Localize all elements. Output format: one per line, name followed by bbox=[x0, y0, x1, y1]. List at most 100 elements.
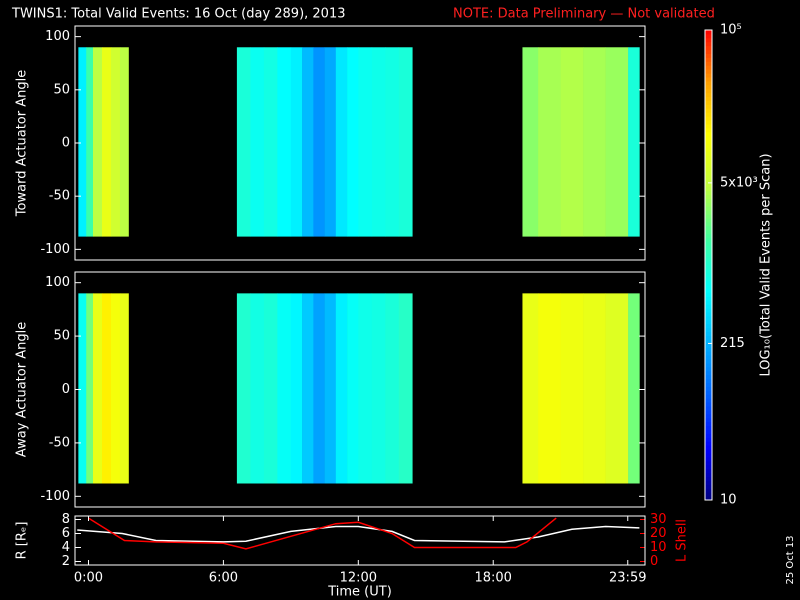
heatmap-cell bbox=[538, 293, 561, 484]
heatmap-cell bbox=[78, 293, 87, 484]
date-stamp: 25 Oct 13 bbox=[785, 535, 796, 584]
colorbar-swatch bbox=[705, 202, 712, 207]
heatmap-cell bbox=[290, 293, 303, 484]
colorbar-swatch bbox=[705, 374, 712, 380]
x-tick-label: 18:00 bbox=[474, 571, 511, 586]
colorbar-swatch bbox=[705, 429, 712, 434]
heatmap-cell bbox=[583, 47, 606, 237]
y-tick-label: 8 bbox=[62, 512, 70, 527]
colorbar-swatch bbox=[705, 135, 712, 141]
colorbar-swatch bbox=[705, 421, 712, 427]
colorbar-swatch bbox=[705, 155, 712, 160]
y2-axis-label: L Shell bbox=[675, 519, 690, 562]
colorbar-swatch bbox=[705, 413, 712, 419]
colorbar-swatch bbox=[705, 437, 712, 442]
y-tick-label: 0 bbox=[62, 136, 70, 151]
colorbar-swatch bbox=[705, 468, 712, 474]
colorbar-swatch bbox=[705, 69, 712, 74]
y-tick-label: 50 bbox=[53, 82, 70, 97]
colorbar-swatch bbox=[705, 476, 712, 481]
colorbar-swatch bbox=[705, 351, 712, 356]
colorbar-swatch bbox=[705, 378, 712, 383]
colorbar-swatch bbox=[705, 127, 712, 133]
colorbar-swatch bbox=[705, 492, 712, 497]
colorbar-swatch bbox=[705, 198, 712, 203]
heatmap-cell bbox=[358, 47, 373, 237]
heatmap-cell bbox=[324, 293, 337, 484]
x-tick-label: 23:59 bbox=[609, 571, 646, 586]
colorbar-swatch bbox=[705, 433, 712, 438]
heatmap-cell bbox=[522, 293, 539, 484]
y-tick-label: -50 bbox=[49, 189, 70, 204]
colorbar-swatch bbox=[705, 241, 712, 246]
axes-frame bbox=[74, 515, 646, 566]
heatmap-cell bbox=[250, 47, 265, 237]
colorbar-swatch bbox=[705, 77, 712, 82]
colorbar-swatch bbox=[705, 453, 712, 458]
heatmap-cell bbox=[560, 293, 584, 484]
heatmap-cell bbox=[371, 293, 386, 484]
colorbar-swatch bbox=[705, 335, 712, 340]
heatmap-cell bbox=[347, 47, 359, 237]
colorbar-swatch bbox=[705, 41, 712, 47]
y-tick-label: -100 bbox=[40, 242, 70, 257]
x-tick-label: 6:00 bbox=[209, 571, 238, 586]
colorbar-swatch bbox=[705, 284, 712, 289]
colorbar-swatch bbox=[705, 84, 712, 90]
colorbar-swatch bbox=[705, 163, 712, 168]
colorbar-swatch bbox=[705, 386, 712, 391]
colorbar-swatch bbox=[705, 261, 712, 266]
colorbar-swatch bbox=[705, 249, 712, 254]
colorbar-swatch bbox=[705, 296, 712, 301]
colorbar-swatch bbox=[705, 319, 712, 325]
colorbar-swatch bbox=[705, 210, 712, 215]
heatmap-cell bbox=[302, 293, 314, 484]
line-series bbox=[88, 517, 557, 550]
colorbar-swatch bbox=[705, 120, 712, 125]
colorbar-swatch bbox=[705, 464, 712, 470]
heatmap-cell bbox=[605, 293, 629, 484]
colorbar-swatch bbox=[705, 104, 712, 109]
colorbar-swatch bbox=[705, 159, 712, 164]
heatmap-cell bbox=[101, 293, 112, 484]
colorbar-swatch bbox=[705, 245, 712, 250]
y-tick-label: 0 bbox=[62, 382, 70, 397]
heatmap-cell bbox=[628, 47, 640, 237]
colorbar-swatch bbox=[705, 347, 712, 352]
colorbar-swatch bbox=[705, 308, 712, 313]
heatmap-cell bbox=[78, 47, 87, 237]
chart-title: TWINS1: Total Valid Events: 16 Oct (day … bbox=[11, 7, 346, 22]
colorbar-swatch bbox=[705, 253, 712, 258]
colorbar-swatch bbox=[705, 178, 712, 184]
colorbar-swatch bbox=[705, 218, 712, 223]
heatmap-cell bbox=[263, 47, 278, 237]
y-tick-label: 100 bbox=[45, 275, 70, 290]
colorbar-swatch bbox=[705, 417, 712, 423]
heatmap-cell bbox=[86, 293, 94, 484]
colorbar-swatch bbox=[705, 174, 712, 180]
colorbar-label: LOG₁₀(Total Valid Events per Scan) bbox=[759, 153, 774, 376]
colorbar-swatch bbox=[705, 315, 712, 321]
colorbar-swatch bbox=[705, 108, 712, 113]
colorbar-swatch bbox=[705, 304, 712, 309]
colorbar-tick-label: 5x10³ bbox=[720, 175, 758, 190]
colorbar-swatch bbox=[705, 229, 712, 235]
colorbar-swatch bbox=[705, 33, 712, 39]
colorbar-swatch bbox=[705, 233, 712, 239]
heatmap-cell bbox=[522, 47, 539, 237]
y2-tick-label: 0 bbox=[650, 554, 658, 569]
colorbar-swatch bbox=[705, 194, 712, 199]
heatmap-cell bbox=[236, 47, 251, 237]
y-axis-label: R [Rₑ] bbox=[15, 522, 30, 560]
colorbar-swatch bbox=[705, 45, 712, 51]
line-series bbox=[77, 525, 640, 543]
colorbar-swatch bbox=[705, 57, 712, 62]
colorbar-swatch bbox=[705, 143, 712, 148]
colorbar-swatch bbox=[705, 167, 712, 172]
heatmap-cell bbox=[371, 47, 386, 237]
colorbar-swatch bbox=[705, 53, 712, 58]
x-tick-label: 0:00 bbox=[74, 571, 103, 586]
colorbar-swatch bbox=[705, 327, 712, 333]
y-tick-label: -100 bbox=[40, 489, 70, 504]
colorbar-swatch bbox=[705, 116, 712, 121]
